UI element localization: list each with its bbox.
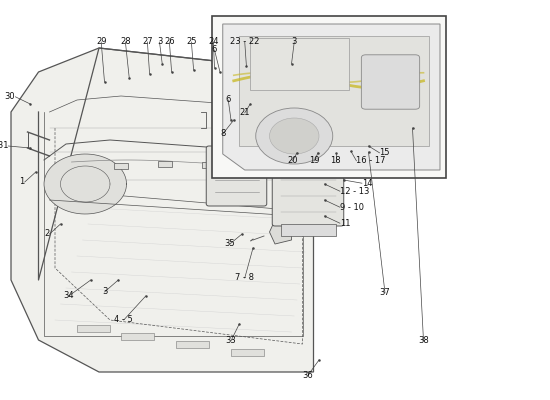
Polygon shape [280,224,336,236]
FancyBboxPatch shape [272,142,344,226]
Text: 37: 37 [379,288,390,297]
Text: 4 - 5: 4 - 5 [114,316,133,324]
Text: 26: 26 [164,38,175,46]
Text: 12 - 13: 12 - 13 [340,187,369,196]
Bar [176,341,209,348]
Text: 3: 3 [102,288,107,296]
Text: 38: 38 [418,336,429,345]
Circle shape [256,108,333,164]
Text: 14: 14 [362,179,372,188]
Text: 23 - 22: 23 - 22 [230,38,260,46]
Text: 24: 24 [208,38,219,46]
Text: 15: 15 [379,148,390,157]
Text: 2: 2 [44,230,50,238]
Polygon shape [270,220,292,244]
Text: 9 - 10: 9 - 10 [340,203,364,212]
FancyBboxPatch shape [309,137,332,155]
Bar [246,164,260,170]
Text: 27: 27 [142,38,153,46]
Bar [121,333,154,340]
Text: 3: 3 [292,38,297,46]
Bar [231,349,264,356]
Text: 18: 18 [330,156,341,165]
Text: 21: 21 [239,108,250,117]
Bar [250,38,349,90]
FancyBboxPatch shape [331,137,354,155]
FancyBboxPatch shape [206,146,267,206]
Polygon shape [223,24,440,170]
Text: 25: 25 [186,38,197,46]
Text: 32 - 31: 32 - 31 [0,142,8,150]
Text: 34: 34 [63,292,74,300]
Text: 30: 30 [5,92,15,101]
Text: 6: 6 [226,96,231,104]
Bar [212,16,446,178]
Text: 19: 19 [309,156,320,165]
Text: 20: 20 [287,156,298,165]
Bar [77,325,110,332]
Bar [202,162,216,168]
Circle shape [44,154,127,214]
Polygon shape [239,36,429,146]
Text: 3: 3 [157,38,162,46]
FancyBboxPatch shape [361,55,420,109]
Text: 29: 29 [96,38,107,46]
Text: 11: 11 [340,219,350,228]
Text: 8: 8 [220,130,225,138]
Text: 33: 33 [226,336,236,345]
Text: 6: 6 [212,46,217,54]
Text: 1: 1 [19,178,25,186]
Text: 7 - 8: 7 - 8 [235,274,254,282]
Text: 35: 35 [224,240,235,248]
Bar [158,161,172,167]
Bar [114,163,128,169]
Text: a partslink.com: a partslink.com [50,177,204,247]
Polygon shape [280,188,302,220]
Text: 36: 36 [302,371,313,380]
Circle shape [270,118,319,154]
Text: 28: 28 [120,38,131,46]
Polygon shape [11,48,313,372]
Text: 16 - 17: 16 - 17 [356,156,386,165]
